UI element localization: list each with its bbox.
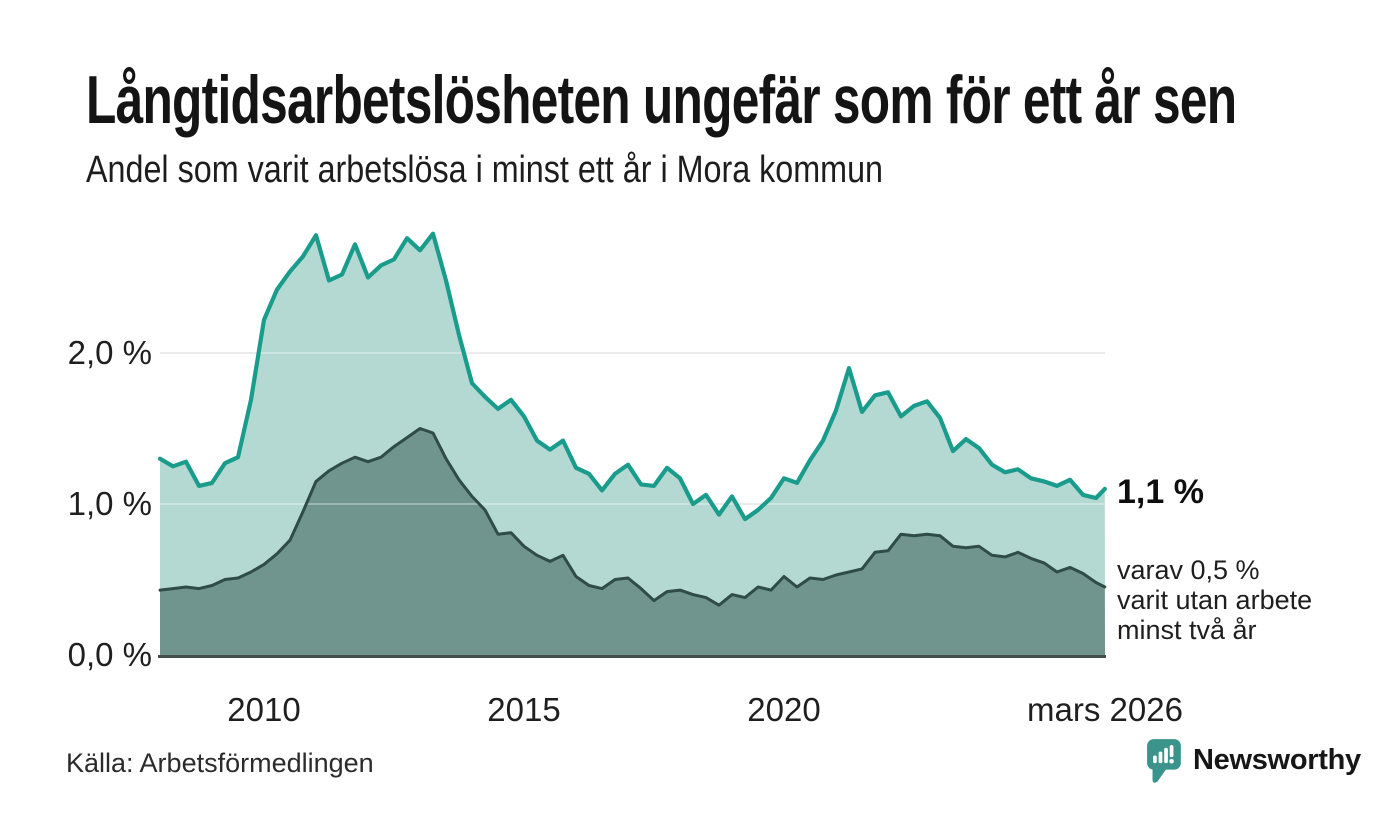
source-credit: Källa: Arbetsförmedlingen [66, 748, 374, 778]
y-tick-2-0: 2,0 % [67, 334, 152, 371]
chart-title: Långtidsarbetslösheten ungefär som för e… [86, 62, 1237, 138]
chart-subtitle: Andel som varit arbetslösa i minst ett å… [86, 149, 884, 191]
detail-annotation-line-2: varit utan arbete [1117, 585, 1313, 615]
latest-value-label: 1,1 % [1117, 473, 1204, 511]
x-tick-mars-2026: mars 2026 [1027, 691, 1183, 728]
y-tick-1-0: 1,0 % [67, 485, 152, 522]
detail-annotation-line-1: varav 0,5 % [1117, 555, 1260, 585]
newsworthy-brand: Newsworthy [1146, 738, 1361, 788]
newsworthy-logo-icon [1147, 739, 1181, 783]
detail-annotation-line-3: minst två år [1117, 615, 1257, 645]
x-tick-2015: 2015 [487, 691, 561, 728]
x-tick-2010: 2010 [227, 691, 301, 728]
x-tick-2020: 2020 [747, 691, 821, 728]
y-tick-0-0: 0,0 % [67, 636, 152, 673]
newsworthy-wordmark: Newsworthy [1193, 744, 1361, 776]
detail-annotation: varav 0,5 % varit utan arbete minst två … [1117, 555, 1312, 645]
